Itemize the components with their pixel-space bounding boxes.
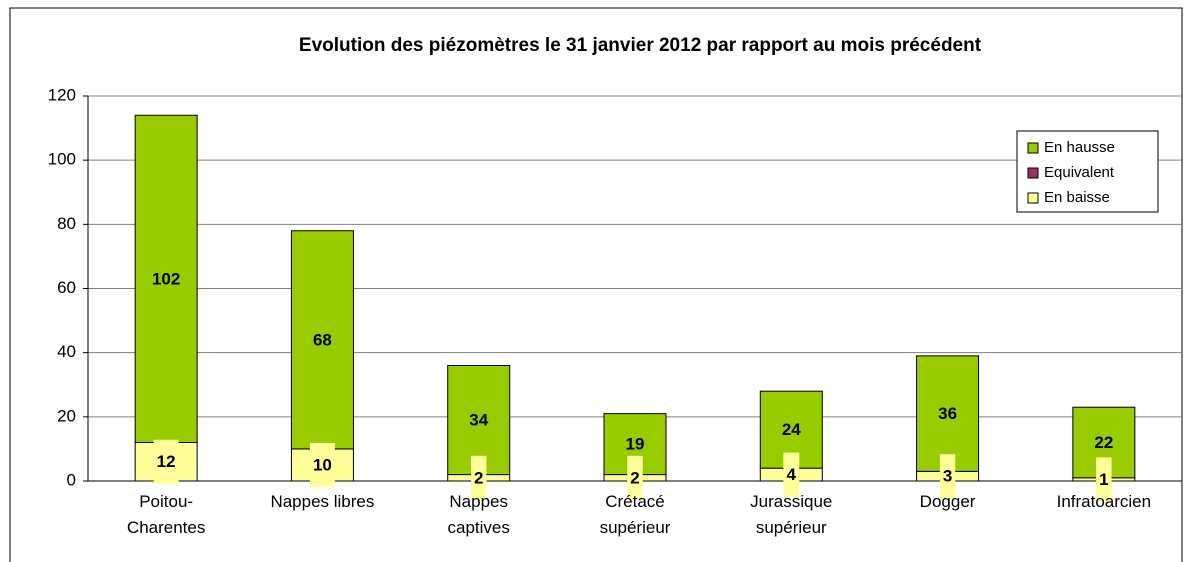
data-label: 4 [787,465,797,484]
legend-swatch [1027,142,1039,154]
chart-border [9,7,1183,562]
legend-label: En hausse [1044,139,1115,156]
y-tick-label: 40 [57,342,76,361]
data-label-bg [627,455,643,500]
x-tick-label: Nappes captives [447,492,510,537]
bar-segment [290,230,354,450]
data-label: 2 [474,468,483,487]
data-label: 102 [152,269,180,288]
y-tick-label: 0 [67,470,76,489]
bar-segment [134,114,198,443]
x-tick-label: Nappes libres [270,492,375,511]
x-tick-label: Dogger [919,492,976,511]
data-label: 22 [1094,433,1113,452]
data-label: 24 [782,420,801,439]
data-label: 36 [938,404,957,423]
legend-swatch [1027,192,1039,204]
chart-title: Evolution des piézomètres le 31 janvier … [299,35,982,56]
legend-label: Equivalent [1044,164,1115,181]
data-label-bg [153,439,179,484]
data-label: 1 [1099,470,1108,489]
data-label: 19 [626,435,645,454]
data-label: 34 [469,411,488,430]
data-label-bg [470,455,487,500]
legend-box [1016,130,1159,213]
data-label: 68 [313,330,332,349]
bar-segment [916,355,980,472]
x-tick-label: Jurassique supérieur [750,492,833,537]
data-label-bg [939,454,956,499]
y-tick-label: 80 [57,214,76,233]
data-label-bg [1096,457,1112,502]
data-label-bg [783,452,800,497]
data-label: 10 [313,455,332,474]
data-label: 12 [157,452,176,471]
y-tick-label: 20 [57,406,76,425]
x-tick-label: Poitou- Charentes [126,492,206,537]
y-tick-label: 60 [57,278,76,297]
data-label-bg [309,442,335,487]
x-tick-label: Infratoarcien [1056,492,1152,511]
data-label: 2 [630,468,639,487]
y-tick-label: 120 [48,85,76,104]
legend-swatch [1027,167,1039,179]
data-label: 3 [943,467,952,486]
x-tick-label: Crétacé supérieur [599,492,671,537]
legend-label: En baisse [1044,189,1110,206]
y-tick-label: 100 [48,150,76,169]
